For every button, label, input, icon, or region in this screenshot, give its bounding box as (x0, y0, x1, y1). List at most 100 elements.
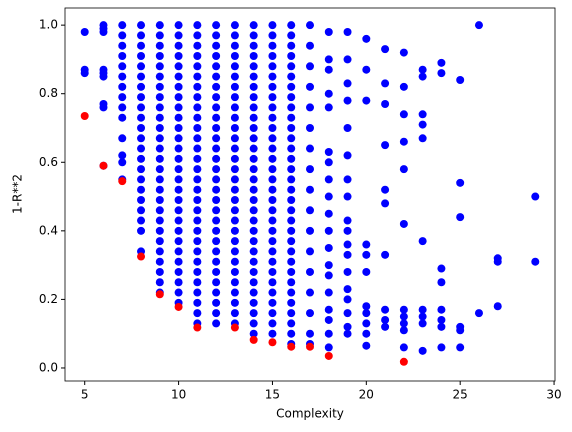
point (268, 206, 277, 215)
point (343, 322, 352, 331)
point (418, 319, 427, 328)
point (118, 113, 127, 122)
point (212, 319, 221, 328)
point (249, 123, 258, 132)
point (193, 237, 202, 246)
point (193, 123, 202, 132)
point (287, 226, 296, 235)
point (399, 137, 408, 146)
point (174, 31, 183, 40)
point (249, 335, 258, 344)
point (249, 226, 258, 235)
point (212, 165, 221, 174)
point (268, 278, 277, 287)
point (212, 185, 221, 194)
point (193, 267, 202, 276)
point (399, 110, 408, 119)
point (324, 243, 333, 252)
point (212, 206, 221, 215)
point (212, 298, 221, 307)
point (324, 271, 333, 280)
point (230, 144, 239, 153)
point (155, 206, 164, 215)
point (287, 31, 296, 40)
point (381, 305, 390, 314)
point (343, 192, 352, 201)
point (268, 216, 277, 225)
point (268, 226, 277, 235)
point (418, 312, 427, 321)
point (193, 154, 202, 163)
point (287, 175, 296, 184)
point (287, 21, 296, 30)
point (268, 247, 277, 256)
point (155, 185, 164, 194)
point (155, 226, 164, 235)
point (212, 144, 221, 153)
point (174, 134, 183, 143)
point (268, 93, 277, 102)
point (287, 62, 296, 71)
point (193, 103, 202, 112)
point (137, 31, 146, 40)
point (118, 72, 127, 81)
point (399, 219, 408, 228)
point (174, 226, 183, 235)
point (99, 161, 108, 170)
point (193, 257, 202, 266)
point (230, 226, 239, 235)
point (343, 216, 352, 225)
point (362, 267, 371, 276)
point (230, 298, 239, 307)
point (249, 93, 258, 102)
point (287, 342, 296, 351)
point (174, 267, 183, 276)
point (212, 103, 221, 112)
point (174, 206, 183, 215)
point (193, 31, 202, 40)
point (306, 288, 314, 297)
point (343, 295, 352, 304)
point (174, 144, 183, 153)
point (343, 309, 352, 318)
point (362, 319, 371, 328)
point (137, 62, 146, 71)
point (230, 51, 239, 60)
point (174, 113, 183, 122)
point (399, 312, 408, 321)
point (306, 123, 314, 132)
point (155, 267, 164, 276)
point (118, 21, 127, 30)
point (287, 288, 296, 297)
point (137, 165, 146, 174)
point (174, 62, 183, 71)
point (306, 41, 314, 50)
point (343, 55, 352, 64)
point (230, 31, 239, 40)
point (268, 123, 277, 132)
point (268, 41, 277, 50)
point (362, 65, 371, 74)
point (174, 278, 183, 287)
point (230, 134, 239, 143)
point (268, 62, 277, 71)
point (118, 82, 127, 91)
point (343, 96, 352, 105)
point (230, 267, 239, 276)
point (137, 216, 146, 225)
point (287, 123, 296, 132)
point (212, 113, 221, 122)
point (343, 226, 352, 235)
point (137, 103, 146, 112)
point (155, 257, 164, 266)
point (362, 341, 371, 350)
point (399, 319, 408, 328)
point (268, 165, 277, 174)
point (362, 309, 371, 318)
point (80, 69, 89, 78)
point (155, 41, 164, 50)
point (249, 267, 258, 276)
point (212, 134, 221, 143)
point (287, 278, 296, 287)
point (437, 58, 446, 67)
